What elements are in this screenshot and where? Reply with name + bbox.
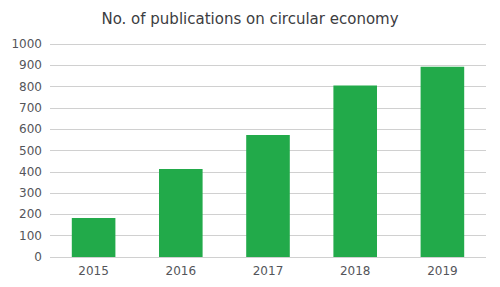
svg-text:400: 400 [19,165,42,179]
svg-text:200: 200 [19,207,42,221]
svg-text:0: 0 [34,250,42,264]
svg-text:2015: 2015 [78,264,109,278]
svg-text:1000: 1000 [11,37,42,51]
svg-text:900: 900 [19,58,42,72]
svg-text:700: 700 [19,101,42,115]
svg-text:2016: 2016 [166,264,197,278]
svg-text:800: 800 [19,80,42,94]
svg-text:2019: 2019 [427,264,458,278]
svg-text:500: 500 [19,144,42,158]
svg-text:2018: 2018 [340,264,371,278]
svg-text:100: 100 [19,229,42,243]
svg-text:No. of publications on circula: No. of publications on circular economy [101,10,398,28]
svg-text:600: 600 [19,122,42,136]
svg-text:2017: 2017 [253,264,284,278]
svg-text:300: 300 [19,186,42,200]
